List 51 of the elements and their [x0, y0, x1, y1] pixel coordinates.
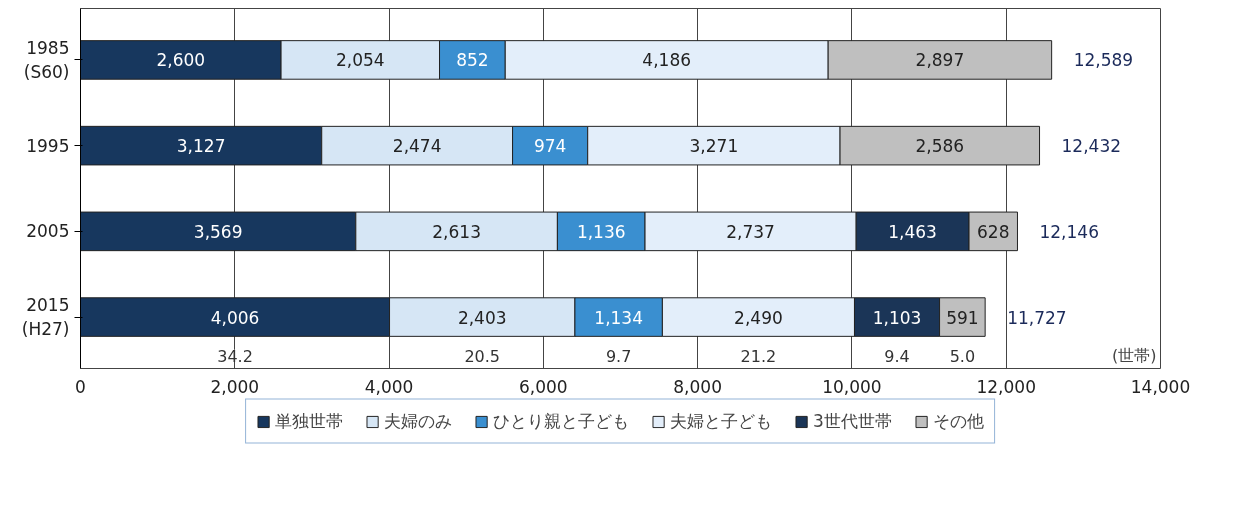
data-label: 2,600 [156, 50, 206, 71]
data-label: 3,271 [689, 136, 739, 157]
x-tick-label: 12,000 [976, 376, 1036, 397]
x-tick-label: 2,000 [210, 376, 260, 397]
y-tick-label: 2015 (H27) [21, 295, 70, 340]
x-tick-label: 8,000 [673, 376, 722, 397]
data-label: 1,136 [576, 221, 626, 242]
total-label: 12,589 [1073, 50, 1134, 71]
x-tick-label: 6,000 [519, 376, 568, 397]
legend-label: 単独世帯 [275, 409, 344, 433]
total-label: 12,432 [1061, 136, 1122, 157]
legend-label: 夫婦のみ [384, 409, 453, 433]
annotation: 21.2 [740, 346, 777, 366]
x-tick-label: 14,000 [1130, 376, 1191, 397]
annotation: 34.2 [217, 346, 253, 366]
annotation: 20.5 [464, 346, 501, 366]
total-label: 12,146 [1039, 221, 1099, 242]
y-tick-label: 1985 (S60) [23, 37, 70, 82]
x-tick-label: 0 [75, 376, 86, 397]
legend-label: その他 [932, 409, 984, 433]
annotation: 9.7 [605, 346, 632, 366]
y-tick-label: 1995 [26, 135, 70, 156]
legend-label: ひとり親と子ども [493, 409, 630, 433]
data-label: 4,006 [210, 307, 260, 328]
data-label: 1,103 [872, 307, 922, 328]
data-label: 628 [977, 221, 1010, 242]
data-label: 2,403 [457, 307, 507, 328]
total-label: 11,727 [1007, 307, 1067, 328]
x-tick-label: 4,000 [364, 376, 414, 397]
x-axis-title: (世帯) [1112, 345, 1157, 365]
data-label: 591 [946, 307, 979, 328]
y-tick-label: 2005 [26, 221, 70, 242]
data-label: 3,127 [176, 136, 226, 157]
data-label: 2,897 [915, 50, 965, 71]
data-label: 2,613 [432, 221, 481, 242]
data-label: 974 [533, 136, 567, 157]
x-tick-label: 10,000 [822, 376, 882, 397]
legend-label: 夫婦と子ども [670, 409, 773, 433]
data-label: 2,054 [335, 50, 385, 71]
data-label: 1,463 [888, 221, 937, 242]
data-label: 3,569 [193, 221, 243, 242]
data-label: 2,490 [734, 307, 783, 328]
data-label: 852 [456, 50, 489, 71]
legend-label: 3世代世帯 [813, 409, 892, 433]
data-label: 1,134 [594, 307, 643, 328]
data-label: 2,586 [915, 136, 965, 157]
annotation: 5.0 [949, 346, 976, 366]
annotation: 9.4 [884, 346, 910, 366]
data-label: 4,186 [642, 50, 692, 71]
data-label: 2,737 [726, 221, 775, 242]
data-label: 2,474 [392, 136, 442, 157]
